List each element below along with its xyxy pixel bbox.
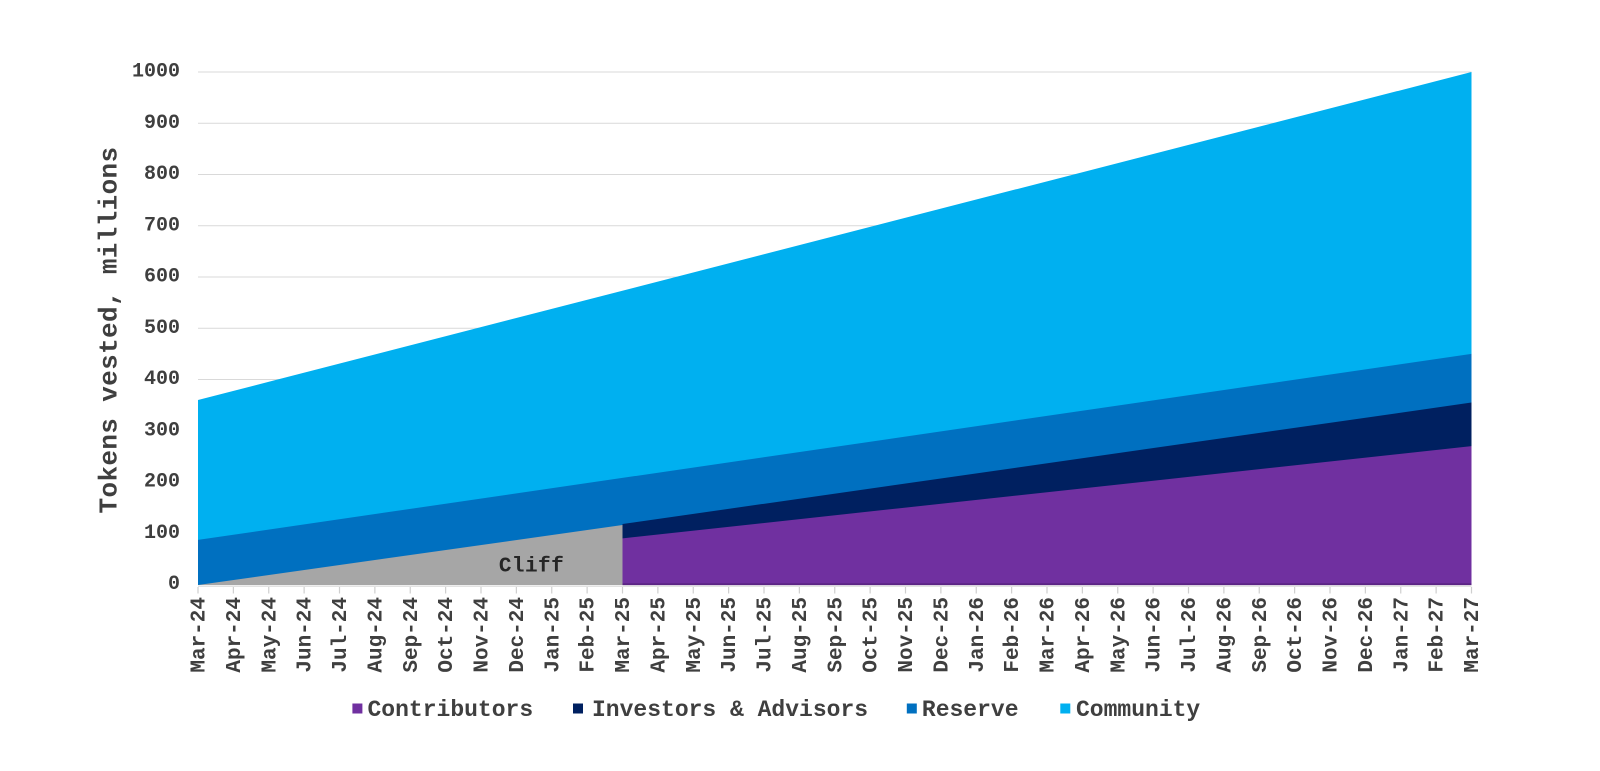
- svg-text:300: 300: [144, 419, 180, 442]
- svg-text:500: 500: [144, 317, 180, 340]
- svg-text:Jun-26: Jun-26: [1144, 597, 1167, 673]
- svg-text:Jan-27: Jan-27: [1391, 597, 1414, 673]
- svg-text:Jan-26: Jan-26: [967, 597, 990, 673]
- svg-text:Mar-26: Mar-26: [1038, 597, 1061, 673]
- svg-text:Dec-25: Dec-25: [931, 597, 954, 673]
- svg-text:200: 200: [144, 471, 180, 494]
- svg-text:600: 600: [144, 266, 180, 289]
- svg-text:May-26: May-26: [1108, 597, 1131, 673]
- svg-text:Community: Community: [1076, 697, 1200, 723]
- svg-text:Contributors: Contributors: [368, 697, 534, 723]
- svg-text:Cliff: Cliff: [499, 556, 564, 579]
- svg-text:Sep-25: Sep-25: [825, 597, 848, 673]
- svg-text:Aug-24: Aug-24: [365, 597, 388, 673]
- svg-text:400: 400: [144, 368, 180, 391]
- svg-text:900: 900: [144, 112, 180, 135]
- svg-text:Mar-25: Mar-25: [613, 597, 636, 673]
- svg-text:Sep-26: Sep-26: [1250, 597, 1273, 673]
- svg-text:Nov-25: Nov-25: [896, 597, 919, 673]
- svg-text:Reserve: Reserve: [922, 697, 1019, 723]
- svg-text:Jun-24: Jun-24: [295, 597, 318, 673]
- svg-text:Investors & Advisors: Investors & Advisors: [592, 697, 868, 723]
- svg-text:Mar-27: Mar-27: [1462, 597, 1485, 673]
- svg-text:Apr-26: Apr-26: [1073, 597, 1096, 673]
- svg-text:Dec-24: Dec-24: [507, 597, 530, 673]
- svg-text:Feb-27: Feb-27: [1427, 597, 1450, 673]
- svg-text:700: 700: [144, 214, 180, 237]
- svg-text:Jun-25: Jun-25: [719, 597, 742, 673]
- svg-text:Jul-24: Jul-24: [330, 597, 353, 673]
- svg-text:Dec-26: Dec-26: [1356, 597, 1379, 673]
- svg-text:Aug-26: Aug-26: [1214, 597, 1237, 673]
- svg-text:Oct-24: Oct-24: [436, 597, 459, 673]
- svg-text:Apr-25: Apr-25: [648, 597, 671, 673]
- svg-text:Oct-26: Oct-26: [1285, 597, 1308, 673]
- svg-text:Aug-25: Aug-25: [790, 597, 813, 673]
- svg-text:Sep-24: Sep-24: [401, 597, 424, 673]
- svg-text:Feb-25: Feb-25: [578, 597, 601, 673]
- svg-text:May-24: May-24: [259, 597, 282, 673]
- svg-text:Jul-26: Jul-26: [1179, 597, 1202, 673]
- svg-text:1000: 1000: [132, 61, 180, 84]
- svg-text:Feb-26: Feb-26: [1002, 597, 1025, 673]
- svg-text:Nov-26: Nov-26: [1321, 597, 1344, 673]
- svg-text:Oct-25: Oct-25: [861, 597, 884, 673]
- svg-text:800: 800: [144, 163, 180, 186]
- svg-text:May-25: May-25: [684, 597, 707, 673]
- svg-text:100: 100: [144, 522, 180, 545]
- svg-text:Mar-24: Mar-24: [189, 597, 212, 673]
- svg-text:Jul-25: Jul-25: [755, 597, 778, 673]
- svg-text:0: 0: [168, 573, 180, 596]
- svg-text:Nov-24: Nov-24: [472, 597, 495, 673]
- svg-text:Jan-25: Jan-25: [542, 597, 565, 673]
- svg-text:Tokens vested, millions: Tokens vested, millions: [95, 147, 125, 514]
- svg-text:Apr-24: Apr-24: [224, 597, 247, 673]
